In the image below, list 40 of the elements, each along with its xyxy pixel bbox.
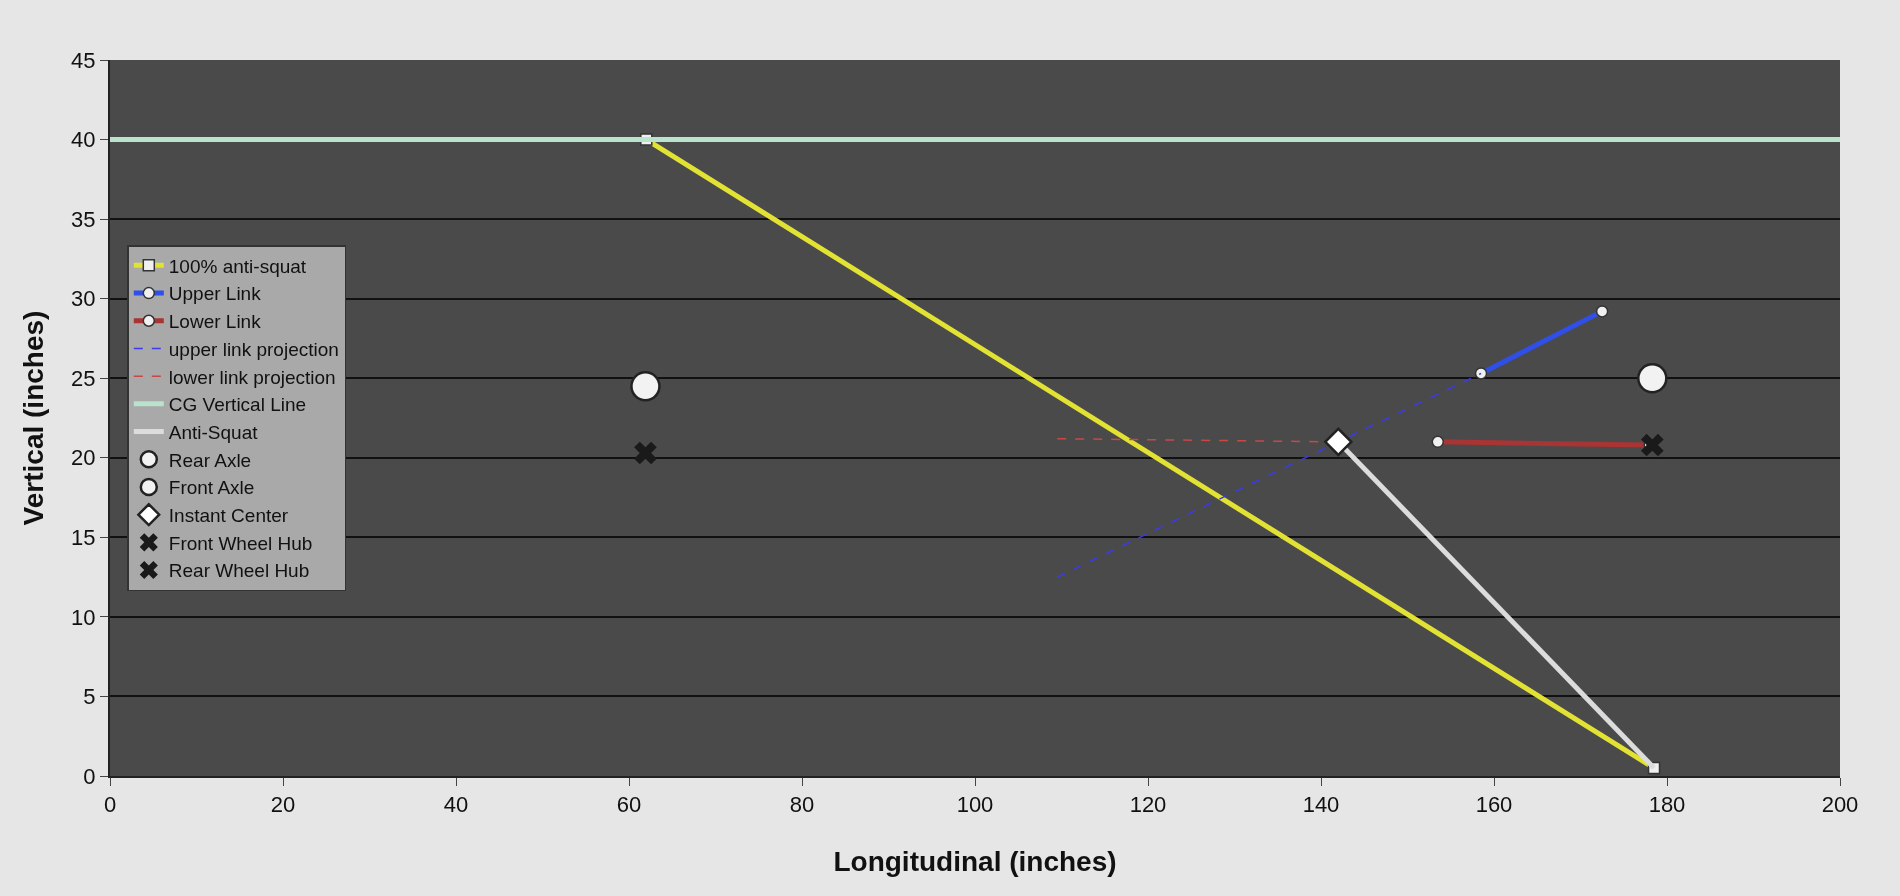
y-tick-label: 25: [71, 365, 96, 391]
x-tick-label: 180: [1648, 792, 1686, 818]
legend-label: Anti-Squat: [168, 421, 259, 443]
point: [634, 441, 657, 465]
y-tick-label: 45: [71, 47, 96, 73]
point: [1640, 433, 1664, 457]
legend-label: Upper Link: [168, 283, 262, 305]
y-tick-label: 30: [71, 286, 96, 312]
legend-label: Instant Center: [168, 505, 289, 527]
x-tick-label: 80: [789, 792, 815, 818]
y-axis-title: Vertical (inches): [18, 310, 49, 526]
legend-label: 100% anti-squat: [168, 255, 307, 277]
x-tick-label: 200: [1821, 792, 1859, 818]
x-tick-label: 60: [616, 792, 642, 818]
point: [630, 370, 661, 402]
x-tick-label: 40: [443, 792, 469, 818]
legend-label: lower link projection: [168, 366, 336, 388]
y-tick-label: 10: [71, 604, 96, 630]
legend-label: CG Vertical Line: [168, 394, 307, 416]
x-tick-label: 160: [1475, 792, 1513, 818]
x-tick-label: 140: [1302, 792, 1340, 818]
y-tick-label: 40: [71, 127, 96, 153]
point: [1637, 362, 1668, 394]
legend-label: Front Wheel Hub: [168, 532, 313, 554]
y-tick-label: 0: [83, 763, 96, 789]
point: [1324, 427, 1353, 457]
legend-label: upper link projection: [168, 338, 339, 360]
y-tick-label: 5: [83, 684, 96, 710]
x-axis-title: Longitudinal (inches): [833, 846, 1117, 877]
x-tick-label: 20: [270, 792, 296, 818]
legend-label: Rear Wheel Hub: [168, 560, 310, 582]
legend-label: Lower Link: [168, 311, 262, 333]
y-tick-label: 20: [71, 445, 96, 471]
y-tick-label: 15: [71, 525, 96, 551]
x-tick-label: 0: [103, 792, 117, 818]
x-tick-label: 120: [1129, 792, 1167, 818]
x-tick-label: 100: [956, 792, 994, 818]
legend-label: Front Axle: [168, 477, 255, 499]
legend-label: Rear Axle: [168, 449, 252, 471]
y-tick-label: 35: [71, 206, 96, 232]
